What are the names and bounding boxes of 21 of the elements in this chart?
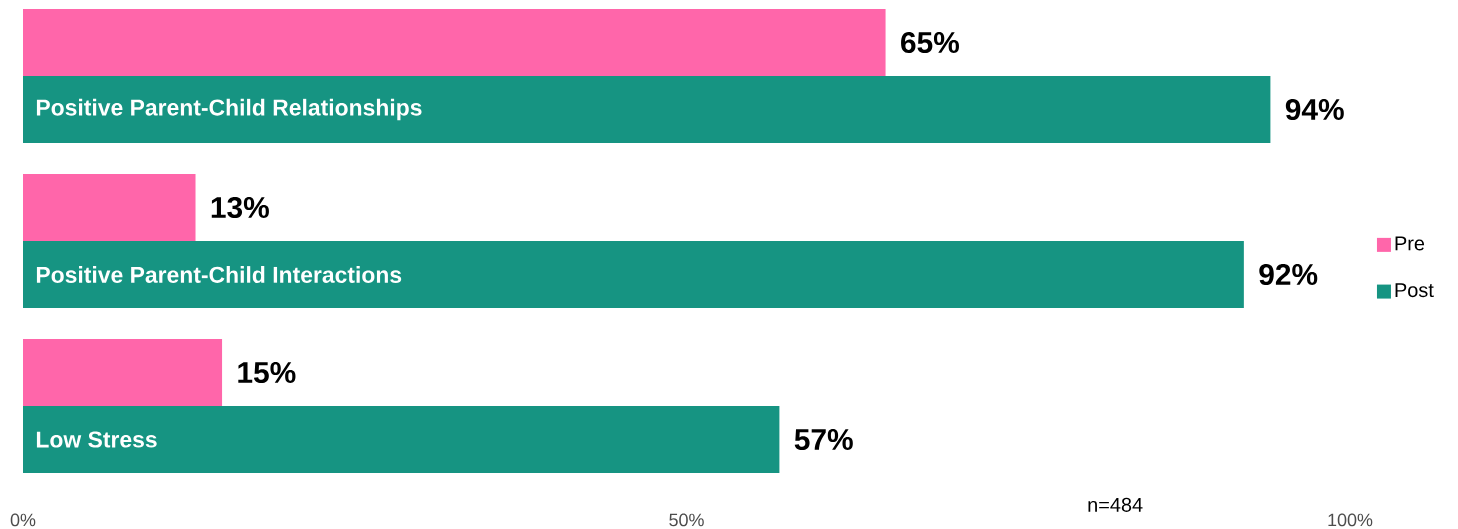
y-tick-label: Low Stress (36, 431, 157, 448)
data-label: 57% (794, 428, 853, 451)
y-tick-label: Positive Parent-Child Relationships (36, 98, 422, 121)
bar (23, 241, 1244, 309)
data-label: 15% (238, 361, 296, 384)
bar (23, 339, 223, 407)
bar (23, 174, 196, 242)
x-tick-label: 100% (1328, 513, 1373, 527)
x-tick-label: 50% (669, 513, 704, 527)
y-tick-label: Positive Parent-Child Interactions (36, 266, 402, 283)
data-label: 92% (1259, 263, 1318, 286)
data-label: 65% (901, 31, 959, 54)
bar (23, 9, 886, 77)
data-label: 94% (1285, 98, 1344, 121)
x-tick-label: 0% (10, 513, 36, 527)
data-label: 13% (211, 196, 269, 219)
annotation: n=484 (1088, 497, 1143, 512)
legend-label: Post (1395, 283, 1434, 298)
legend-label: Pre (1395, 236, 1425, 251)
bar (23, 76, 1271, 144)
bar (23, 406, 780, 474)
